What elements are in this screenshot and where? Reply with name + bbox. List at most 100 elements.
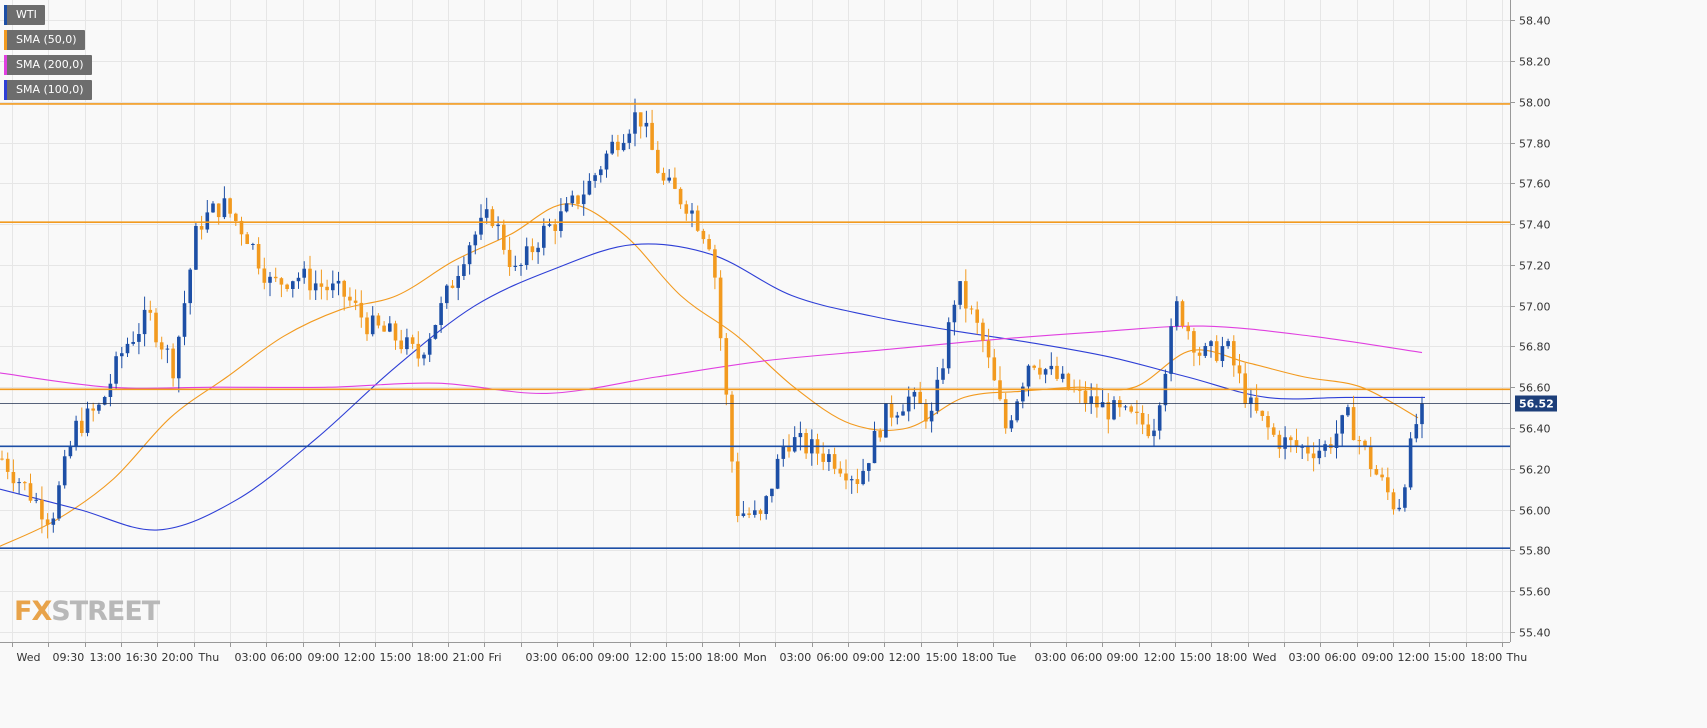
x-tick-label: 09:00 [308, 651, 340, 664]
candle-body [1351, 407, 1356, 441]
candle-body [45, 519, 50, 525]
candle-body [969, 308, 974, 310]
candle-body [422, 354, 426, 359]
candle-body [359, 302, 364, 318]
candle-body [1203, 346, 1208, 356]
candle-body [867, 463, 871, 471]
candle-body [445, 285, 449, 304]
candle-body [1175, 301, 1179, 327]
x-tick-label: 12:00 [1398, 651, 1430, 664]
candle-body [1266, 416, 1270, 428]
candle-body [975, 309, 979, 323]
candle-body [1003, 399, 1008, 429]
candle-body [74, 420, 78, 446]
candle-body [832, 454, 837, 469]
candle-body [1260, 410, 1265, 416]
candle-body [182, 303, 187, 337]
candle-body [753, 510, 757, 515]
candle-body [85, 408, 90, 433]
candle-body [467, 245, 472, 265]
candle-body [844, 473, 848, 481]
candle-body [23, 482, 27, 484]
candle-body [707, 239, 711, 250]
candle-body [941, 368, 945, 380]
candle-body [222, 198, 227, 218]
candle-body [188, 269, 192, 304]
candle-body [234, 213, 238, 221]
candle-body [656, 149, 660, 173]
candle-body [981, 322, 985, 341]
candle-body [273, 276, 278, 279]
x-tick-label: 03:00 [526, 651, 558, 664]
candle-body [827, 454, 831, 462]
x-tick-label: 09:00 [598, 651, 630, 664]
candle-body [399, 340, 403, 350]
candle-body [57, 485, 61, 519]
candle-body [91, 408, 95, 411]
x-tick-label: 15:00 [1180, 651, 1212, 664]
candle-body [735, 461, 740, 516]
candle-body [496, 224, 500, 227]
x-tick-label: Thu [1506, 651, 1528, 664]
candle-body [416, 343, 421, 359]
candle-body [370, 315, 375, 335]
x-tick-label: 15:00 [1434, 651, 1466, 664]
candle-body [1306, 446, 1310, 454]
candle-body [1403, 487, 1407, 508]
candle-body [102, 397, 107, 405]
legend-item: SMA (200,0) [4, 55, 92, 75]
candle-body [1408, 438, 1413, 488]
candle-body [68, 445, 73, 457]
candle-body [137, 334, 141, 342]
candle-body [131, 342, 135, 344]
candle-body [781, 445, 786, 459]
candle-body [964, 281, 968, 309]
candle-body [861, 470, 865, 485]
y-tick-label: 57.80 [1519, 138, 1551, 151]
candle-body [884, 403, 888, 438]
candle-body [1232, 341, 1236, 366]
x-tick-label: 21:00 [453, 651, 485, 664]
y-tick-label: 57.60 [1519, 178, 1551, 191]
candle-body [159, 342, 164, 350]
candle-body [1271, 427, 1276, 435]
candle-body [331, 283, 335, 291]
candle-body [228, 198, 232, 214]
candle-body [1055, 365, 1059, 379]
x-tick-label: Thu [198, 651, 220, 664]
candle-body [51, 518, 56, 525]
candle-body [285, 284, 289, 289]
candle-body [1049, 365, 1054, 370]
candle-body [798, 433, 803, 438]
candle-body [992, 357, 997, 381]
candle-body [661, 172, 666, 181]
legend-label: SMA (100,0) [16, 83, 84, 96]
y-tick-label: 58.40 [1519, 15, 1551, 28]
sma-lines [0, 203, 1425, 547]
candle-body [621, 142, 626, 151]
candle-body [530, 246, 535, 253]
candle-body [1060, 373, 1065, 379]
candle-body [336, 280, 341, 284]
candle-body [1249, 397, 1253, 404]
candle-body [701, 230, 706, 240]
candle-body [507, 249, 512, 267]
candle-body [308, 268, 312, 291]
candle-body [1277, 434, 1282, 449]
candle-body [1289, 437, 1293, 441]
candle-body [313, 283, 318, 291]
candle-body [1357, 440, 1362, 442]
last-price-badge [1515, 395, 1557, 412]
x-tick-label: 06:00 [1071, 651, 1103, 664]
y-tick-label: 55.60 [1519, 586, 1551, 599]
candle-body [1021, 386, 1025, 402]
candle-body [570, 195, 575, 204]
candle-body [205, 212, 210, 230]
candle-body [502, 224, 506, 250]
legend-label: WTI [16, 8, 37, 21]
candle-body [1152, 430, 1156, 437]
candle-body [1032, 365, 1036, 368]
candle-body [484, 209, 489, 218]
candle-body [1066, 373, 1071, 389]
legend-item: WTI [4, 5, 45, 25]
